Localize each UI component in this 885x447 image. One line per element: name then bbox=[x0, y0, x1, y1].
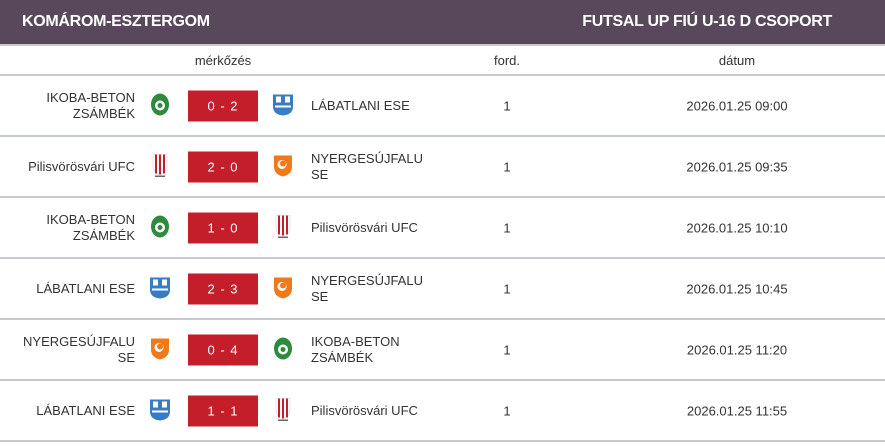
competition-title: FUTSAL UP FIÚ U-16 D CSOPORT bbox=[582, 13, 832, 30]
match-row[interactable]: NYERGESÚJFALU SE 0 - 4 IKOBA-BETON ZSÁMB… bbox=[0, 320, 885, 381]
match-date: 2026.01.25 09:35 bbox=[686, 159, 788, 174]
away-team[interactable]: NYERGESÚJFALU SE bbox=[311, 150, 423, 182]
column-match: mérkőzés bbox=[194, 53, 252, 68]
away-crest-icon bbox=[273, 153, 293, 180]
competition-header: KOMÁROM-ESZTERGOM FUTSAL UP FIÚ U-16 D C… bbox=[0, 0, 885, 46]
region-title: KOMÁROM-ESZTERGOM bbox=[22, 13, 210, 30]
home-team[interactable]: IKOBA-BETON ZSÁMBÉK bbox=[46, 89, 135, 121]
home-crest-icon bbox=[149, 275, 171, 302]
match-list: IKOBA-BETON ZSÁMBÉK 0 - 2 LÁBATLANI ESE … bbox=[0, 76, 885, 442]
match-row[interactable]: IKOBA-BETON ZSÁMBÉK 0 - 2 LÁBATLANI ESE … bbox=[0, 76, 885, 137]
away-team[interactable]: LÁBATLANI ESE bbox=[311, 97, 410, 113]
round: 1 bbox=[503, 342, 511, 357]
match-row[interactable]: Pilisvörösvári UFC 2 - 0 NYERGESÚJFALU S… bbox=[0, 137, 885, 198]
home-crest-icon bbox=[151, 153, 169, 180]
home-crest-icon bbox=[150, 214, 170, 241]
home-crest-icon bbox=[150, 336, 170, 363]
away-crest-icon bbox=[273, 275, 293, 302]
home-team[interactable]: IKOBA-BETON ZSÁMBÉK bbox=[46, 211, 135, 243]
score-button[interactable]: 1 - 0 bbox=[188, 212, 258, 243]
away-team[interactable]: NYERGESÚJFALU SE bbox=[311, 272, 423, 304]
away-team[interactable]: IKOBA-BETON ZSÁMBÉK bbox=[311, 333, 400, 365]
score-button[interactable]: 2 - 0 bbox=[188, 151, 258, 182]
away-team[interactable]: Pilisvörösvári UFC bbox=[311, 402, 418, 418]
column-date: dátum bbox=[718, 53, 756, 68]
match-row[interactable]: IKOBA-BETON ZSÁMBÉK 1 - 0 Pilisvörösvári… bbox=[0, 198, 885, 259]
match-date: 2026.01.25 09:00 bbox=[686, 98, 788, 113]
home-crest-icon bbox=[149, 397, 171, 424]
away-crest-icon bbox=[272, 92, 294, 119]
round: 1 bbox=[503, 98, 511, 113]
away-crest-icon bbox=[274, 397, 292, 424]
match-date: 2026.01.25 11:20 bbox=[686, 342, 788, 357]
home-team[interactable]: Pilisvörösvári UFC bbox=[28, 158, 135, 174]
round: 1 bbox=[503, 220, 511, 235]
home-team[interactable]: NYERGESÚJFALU SE bbox=[23, 333, 135, 365]
match-date: 2026.01.25 10:10 bbox=[686, 220, 788, 235]
score-button[interactable]: 0 - 2 bbox=[188, 90, 258, 121]
column-headers: mérkőzés ford. dátum bbox=[0, 46, 885, 76]
home-crest-icon bbox=[150, 92, 170, 119]
score-button[interactable]: 1 - 1 bbox=[188, 395, 258, 426]
away-team[interactable]: Pilisvörösvári UFC bbox=[311, 219, 418, 235]
away-crest-icon bbox=[274, 214, 292, 241]
column-round: ford. bbox=[493, 53, 521, 68]
match-date: 2026.01.25 11:55 bbox=[686, 403, 788, 418]
home-team[interactable]: LÁBATLANI ESE bbox=[36, 402, 135, 418]
round: 1 bbox=[503, 281, 511, 296]
home-team[interactable]: LÁBATLANI ESE bbox=[36, 280, 135, 296]
round: 1 bbox=[503, 159, 511, 174]
score-button[interactable]: 0 - 4 bbox=[188, 334, 258, 365]
match-row[interactable]: LÁBATLANI ESE 2 - 3 NYERGESÚJFALU SE 1 2… bbox=[0, 259, 885, 320]
score-button[interactable]: 2 - 3 bbox=[188, 273, 258, 304]
round: 1 bbox=[503, 403, 511, 418]
match-date: 2026.01.25 10:45 bbox=[686, 281, 788, 296]
away-crest-icon bbox=[273, 336, 293, 363]
match-row[interactable]: LÁBATLANI ESE 1 - 1 Pilisvörösvári UFC 1… bbox=[0, 381, 885, 442]
